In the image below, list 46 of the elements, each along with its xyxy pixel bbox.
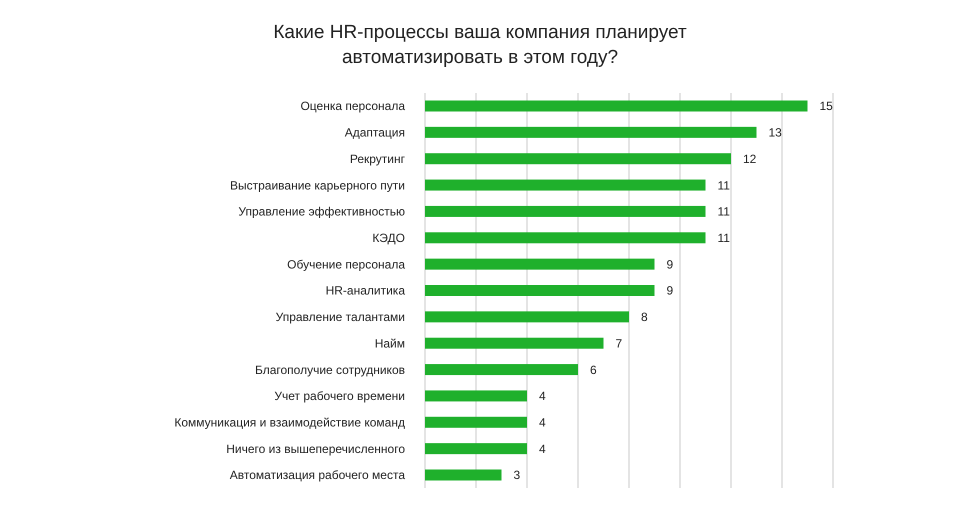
bar: [425, 311, 629, 322]
bar: [425, 153, 731, 164]
y-tick-label: Выстраивание карьерного пути: [230, 178, 405, 192]
bar: [425, 364, 578, 376]
y-tick-label: Рекрутинг: [350, 152, 406, 166]
y-tick-label: Управление эффективностью: [238, 204, 405, 219]
y-tick-label: КЭДО: [372, 230, 405, 245]
bar: [425, 180, 706, 191]
y-tick-label: Оценка персонала: [300, 99, 406, 114]
bar: [425, 258, 654, 270]
data-label: 15: [820, 99, 834, 114]
y-tick-label: Ничего из вышеперечисленного: [226, 442, 406, 456]
bar: [425, 390, 527, 402]
y-tick-label: Учет рабочего времени: [274, 389, 405, 404]
data-label: 11: [718, 204, 730, 219]
bar: [425, 416, 527, 428]
y-tick-label: Коммуникация и взаимодействие команд: [174, 415, 405, 430]
bar: [425, 206, 706, 217]
data-label: 11: [718, 178, 730, 192]
data-label: 13: [768, 126, 782, 140]
data-label: 4: [539, 389, 546, 404]
data-label: 7: [616, 336, 622, 350]
bar: [425, 232, 706, 244]
y-tick-label: Адаптация: [344, 126, 405, 140]
bar: [425, 338, 604, 349]
y-tick-label: Благополучие сотрудников: [254, 362, 405, 377]
chart-title: Какие HR-процессы ваша компания планирует автоматизировать в этом году?: [273, 22, 687, 68]
bar: [425, 100, 808, 112]
bar: [425, 470, 502, 480]
data-label: 12: [743, 152, 757, 166]
y-tick-label: HR-аналитика: [326, 284, 406, 298]
data-label: 11: [718, 230, 730, 245]
data-label: 4: [539, 415, 546, 430]
bar: [425, 285, 654, 296]
bar: [425, 443, 527, 454]
data-label: 8: [641, 310, 648, 324]
data-label: 6: [590, 362, 597, 377]
data-label: 9: [666, 257, 674, 272]
y-tick-label: Управление талантами: [276, 310, 405, 324]
y-tick-label: Найм: [374, 336, 405, 350]
bar: [425, 126, 756, 138]
data-label: 9: [666, 284, 674, 298]
data-label: 4: [539, 442, 546, 456]
y-tick-label: Автоматизация рабочего места: [230, 468, 406, 482]
data-label: 3: [514, 468, 520, 482]
y-tick-label: Обучение персонала: [287, 257, 406, 272]
